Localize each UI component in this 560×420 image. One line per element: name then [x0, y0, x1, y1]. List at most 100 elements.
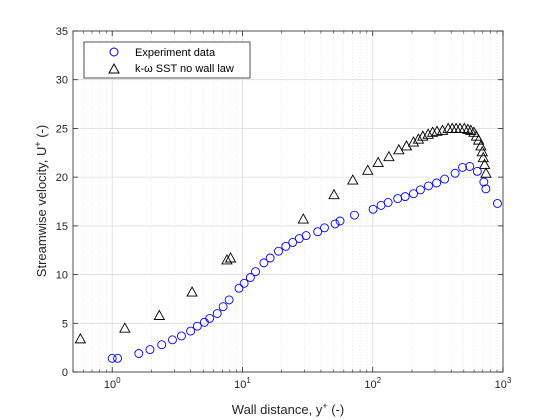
triangle-point: [153, 309, 166, 320]
triangle-point: [458, 122, 471, 133]
x-tick-labels: 100 101 102 103: [104, 376, 512, 391]
triangle-point: [465, 124, 477, 135]
series-simulation: [74, 122, 492, 344]
circle-point: [424, 181, 433, 191]
circle-point: [176, 331, 186, 341]
triangle-point: [478, 158, 491, 169]
circle-point: [234, 283, 244, 293]
circle-point: [192, 321, 202, 331]
circle-point: [432, 178, 442, 188]
triangle-point: [476, 145, 489, 157]
circle-point: [251, 267, 261, 277]
circle-point: [368, 204, 378, 214]
x-tick-label-exponent: 2: [377, 376, 382, 385]
x-tick-label: 100: [104, 376, 121, 391]
circle-point: [205, 313, 215, 323]
legend-box: [83, 41, 251, 79]
circle-point: [409, 189, 418, 199]
circle-point: [107, 353, 117, 363]
circle-point: [479, 177, 489, 187]
circle-point: [450, 168, 460, 178]
y-tick-label: 20: [56, 172, 68, 184]
x-tick-label-exponent: 0: [116, 376, 121, 385]
circle-point: [383, 198, 393, 207]
circle-point: [157, 340, 167, 350]
x-tick-label-exponent: 1: [246, 376, 251, 385]
plot-area: [73, 31, 503, 372]
circle-point: [335, 216, 345, 226]
triangle-point: [417, 130, 429, 141]
circle-point: [113, 353, 123, 363]
circle-point: [218, 302, 228, 312]
y-tick-label: 15: [56, 221, 68, 233]
circle-point: [274, 246, 283, 256]
triangle-point: [224, 252, 237, 263]
y-axis-title: Streamwise velocity, U+ (-): [33, 125, 49, 277]
triangle-point: [480, 167, 492, 178]
circle-point: [400, 192, 410, 202]
circle-point: [481, 184, 491, 194]
circle-point: [313, 227, 323, 237]
circle-point: [350, 210, 359, 220]
x-tick-label: 103: [495, 376, 512, 391]
triangle-point: [426, 126, 439, 137]
triangle-point: [347, 174, 359, 185]
y-tick-label: 5: [62, 318, 68, 330]
x-tick-label-base: 10: [364, 379, 376, 391]
triangle-point: [407, 136, 420, 147]
circle-point: [415, 185, 425, 195]
circle-point: [259, 258, 269, 268]
circle-point: [167, 335, 177, 345]
legend-label-simulation: k-ω SST no wall law: [135, 63, 234, 75]
plot-frame: [72, 30, 504, 373]
triangle-point: [362, 164, 374, 175]
y-tick-label: 30: [56, 75, 68, 87]
triangle-point: [372, 156, 384, 167]
circle-point: [281, 241, 291, 251]
circle-point: [465, 161, 475, 171]
circle-point: [134, 349, 144, 358]
y-axis-title-suffix: (-): [34, 125, 49, 142]
circle-point: [224, 295, 234, 305]
y-axis-title-main: Streamwise velocity, U: [34, 147, 49, 278]
triangle-point: [186, 286, 198, 297]
triangle-point: [462, 123, 474, 134]
x-axis-title-sup: +: [322, 401, 327, 411]
circle-point: [440, 174, 450, 184]
x-tick-label-base: 10: [495, 379, 507, 391]
triangle-point: [422, 128, 434, 139]
circle-point: [265, 253, 275, 263]
x-tick-label: 102: [364, 376, 381, 391]
triangle-point: [383, 150, 395, 162]
triangle-point: [297, 213, 310, 224]
legend: Experiment data k-ω SST no wall law: [83, 41, 251, 79]
y-axis-title-sup: +: [33, 141, 43, 146]
circle-point: [212, 309, 222, 318]
triangle-point: [74, 332, 87, 344]
circle-point: [288, 237, 298, 247]
x-axis-title: Wall distance, y+ (-): [232, 401, 344, 417]
series-experiment: [107, 161, 502, 363]
triangle-point: [328, 188, 340, 200]
x-tick-label-exponent: 3: [507, 376, 512, 385]
circle-point: [320, 223, 329, 233]
x-axis-title-suffix: (-): [328, 402, 345, 417]
triangle-point: [119, 322, 131, 333]
y-tick-label: 10: [56, 270, 68, 282]
legend-label-experiment: Experiment data: [135, 47, 216, 59]
x-axis-title-main: Wall distance, y: [232, 402, 323, 417]
circle-point: [458, 162, 467, 172]
x-tick-label-base: 10: [234, 379, 246, 391]
circle-point: [186, 326, 196, 336]
legend-marker-simulation: [108, 62, 120, 74]
triangle-point: [412, 133, 425, 144]
circle-point: [245, 273, 255, 282]
y-tick-label: 25: [56, 123, 68, 135]
x-tick-label-base: 10: [104, 379, 116, 391]
y-tick-labels: 0 5 10 15 20 25 30 35: [56, 26, 68, 379]
circle-point: [239, 278, 249, 288]
x-tick-label: 101: [234, 376, 251, 391]
circle-point: [301, 231, 311, 241]
